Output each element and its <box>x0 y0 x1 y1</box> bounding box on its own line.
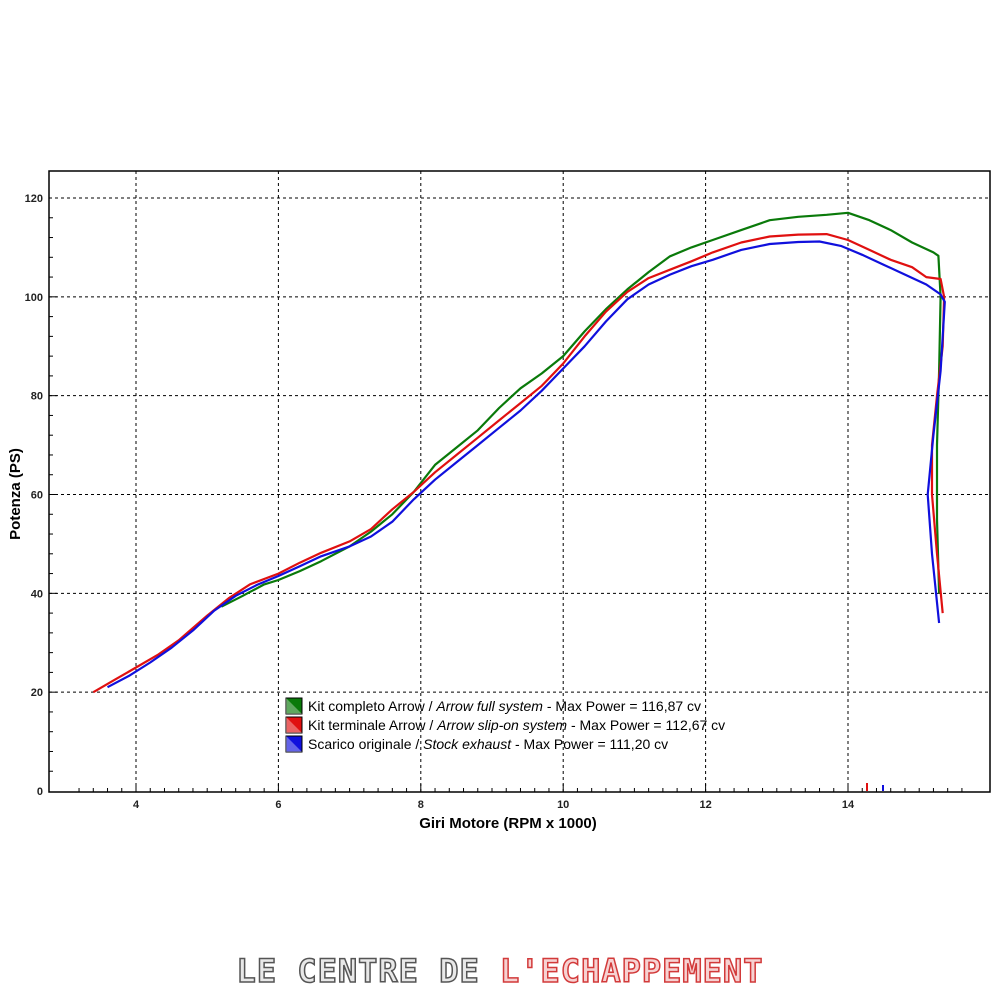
legend-label-part: Kit completo Arrow / <box>308 698 436 714</box>
legend-label-part: Arrow full system <box>435 698 543 714</box>
plot-frame <box>48 170 991 793</box>
legend-label-part: Kit terminale Arrow / <box>308 717 437 733</box>
series-lines <box>92 211 946 694</box>
watermark-part-b: L'ECHAPPEMENT <box>499 951 764 991</box>
legend-swatch <box>285 716 303 734</box>
series-line-1 <box>92 233 946 694</box>
legend-swatch <box>285 697 303 715</box>
legend-label-part: - Max Power = 111,20 cv <box>511 736 668 752</box>
legend-label-part: Stock exhaust <box>423 736 512 752</box>
y-tick-label: 80 <box>31 391 43 403</box>
legend-swatch-shade <box>286 736 302 752</box>
x-tick-labels: 4 6 8 10 12 14 <box>133 799 855 811</box>
grid-lines <box>49 171 990 792</box>
legend-label-part: - Max Power = 112,67 cv <box>567 717 725 733</box>
y-axis-title: Potenza (PS) <box>7 448 24 540</box>
y-tick-label: 0 <box>37 786 43 798</box>
watermark-logo: LE CENTRE DE L'ECHAPPEMENT <box>0 951 1000 991</box>
x-tick-label: 8 <box>418 799 424 811</box>
legend: Kit completo Arrow / Arrow full system -… <box>285 697 725 753</box>
y-tick-label: 20 <box>31 687 43 699</box>
x-tick-label: 6 <box>275 799 281 811</box>
minor-ticks <box>49 217 963 792</box>
x-tick-label: 10 <box>557 799 569 811</box>
x-axis-title: Giri Motore (RPM x 1000) <box>419 815 597 832</box>
series-line-2 <box>106 240 946 689</box>
legend-swatch <box>285 735 303 753</box>
legend-swatch-shade <box>286 698 302 714</box>
legend-label-part: Arrow slip-on system <box>436 717 567 733</box>
y-tick-label: 40 <box>31 588 43 600</box>
y-tick-label: 120 <box>25 193 43 205</box>
y-tick-label: 100 <box>25 292 43 304</box>
watermark-part-a: LE CENTRE DE <box>236 951 500 991</box>
x-tick-label: 12 <box>699 799 711 811</box>
legend-label: Scarico originale / Stock exhaust - Max … <box>308 736 668 752</box>
series-line-0 <box>220 211 942 608</box>
legend-swatch-shade <box>286 717 302 733</box>
x-tick-label: 4 <box>133 799 140 811</box>
legend-label-part: - Max Power = 116,87 cv <box>543 698 701 714</box>
legend-label: Kit completo Arrow / Arrow full system -… <box>308 698 701 714</box>
legend-label-part: Scarico originale / <box>308 736 423 752</box>
x-tick-label: 14 <box>842 799 855 811</box>
y-tick-labels: 0 20 40 60 80 100 120 <box>25 193 43 798</box>
y-tick-label: 60 <box>31 490 43 502</box>
legend-label: Kit terminale Arrow / Arrow slip-on syst… <box>308 717 725 733</box>
